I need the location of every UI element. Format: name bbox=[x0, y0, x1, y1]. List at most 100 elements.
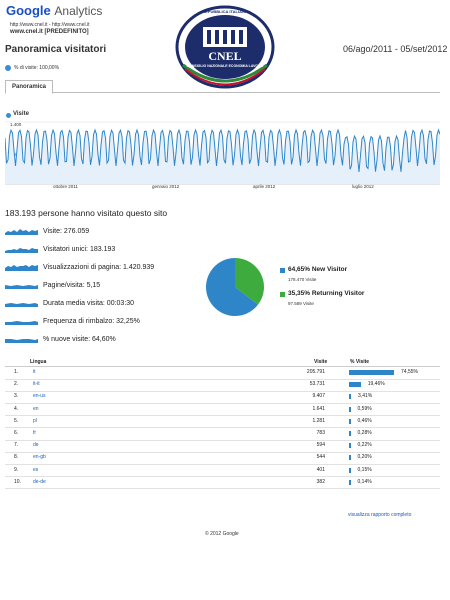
visits-line-chart bbox=[5, 121, 440, 185]
copyright: © 2012 Google bbox=[205, 531, 239, 537]
page-title: Panoramica visitatori bbox=[5, 44, 107, 55]
row-pct: 74,55% bbox=[401, 369, 418, 375]
row-divider bbox=[5, 463, 440, 465]
row-pct-bar bbox=[349, 455, 351, 461]
language-link[interactable]: pl bbox=[33, 417, 37, 424]
row-pct-bar bbox=[349, 382, 361, 388]
row-number: 8. bbox=[14, 454, 19, 461]
sparkline-icon bbox=[5, 321, 38, 325]
pie-slice-returning bbox=[235, 258, 264, 305]
language-link[interactable]: fr bbox=[33, 430, 37, 436]
row-visits: 205.791 bbox=[306, 369, 325, 375]
col-header-language: Lingua bbox=[30, 359, 47, 365]
row-divider bbox=[5, 427, 440, 429]
col-header-pct: % Visite bbox=[350, 359, 370, 365]
sparkline-icon bbox=[5, 285, 38, 289]
language-link[interactable]: de-de bbox=[33, 478, 46, 485]
language-link[interactable]: en bbox=[33, 405, 39, 412]
returning-visitor-legend-icon bbox=[280, 292, 285, 297]
row-pct-bar bbox=[349, 406, 351, 412]
new-visitor-legend-icon bbox=[280, 268, 285, 273]
row-number: 5. bbox=[14, 417, 19, 424]
metric-pages-per-visit: Pagine/visita: 5,15 bbox=[5, 281, 100, 289]
x-tick-oct: ottobre 2011 bbox=[53, 184, 78, 189]
row-divider bbox=[5, 476, 440, 478]
row-pct-bar bbox=[349, 467, 351, 473]
row-visits: 1.281 bbox=[312, 417, 325, 424]
row-number: 6. bbox=[14, 430, 19, 436]
metric-visits: Visite: 276.059 bbox=[5, 227, 89, 235]
metric-new-visits: % nuove visite: 64,60% bbox=[5, 335, 116, 343]
row-number: 4. bbox=[14, 405, 19, 412]
row-visits: 594 bbox=[316, 442, 325, 449]
sparkline-icon bbox=[5, 339, 38, 343]
full-report-link[interactable]: visualizza rapporto completo bbox=[348, 512, 412, 518]
row-divider bbox=[5, 488, 440, 490]
emblem-bottom-text: CONSIGLIO NAZIONALE ECONOMIA LAVORO bbox=[186, 64, 264, 68]
sparkline-icon bbox=[5, 265, 38, 271]
visitors-summary: 183.193 persone hanno visitato questo si… bbox=[5, 208, 168, 218]
row-divider bbox=[5, 378, 440, 380]
row-pct-bar bbox=[349, 431, 351, 436]
row-number: 1. bbox=[14, 369, 19, 375]
x-tick-apr: aprile 2012 bbox=[253, 184, 276, 189]
language-link[interactable]: it bbox=[33, 369, 36, 375]
row-visits: 544 bbox=[316, 454, 325, 461]
y-tick-top: 1.400 bbox=[10, 122, 22, 127]
sparkline-icon bbox=[5, 303, 38, 307]
cnel-emblem bbox=[175, 5, 275, 90]
returning-visitor-count: 97.589 Visite bbox=[288, 301, 314, 306]
x-tick-jan: gennaio 2012 bbox=[152, 184, 180, 189]
metric-unique-visitors: Visitatori unici: 183.193 bbox=[5, 245, 115, 253]
profile-url: http://www.cnel.it - http://www.cnel.it bbox=[10, 22, 90, 28]
x-tick-jul: luglio 2012 bbox=[352, 184, 374, 189]
row-number: 9. bbox=[14, 466, 19, 473]
logo-google-text: Google bbox=[6, 3, 51, 18]
row-pct-bar bbox=[349, 394, 352, 400]
logo-analytics-text: Analytics bbox=[54, 4, 103, 18]
row-number: 10. bbox=[14, 478, 21, 485]
language-link[interactable]: en-us bbox=[33, 393, 46, 400]
sparkline-icon bbox=[5, 229, 38, 235]
row-pct: 0,14% bbox=[357, 478, 372, 485]
visits-legend-dot-icon bbox=[6, 113, 11, 118]
metric-avg-duration: Durata media visita: 00:03:30 bbox=[5, 299, 134, 307]
row-number: 2. bbox=[14, 381, 19, 388]
emblem-name: CNEL bbox=[208, 49, 242, 63]
metric-bounce-rate: Frequenza di rimbalzo: 32,25% bbox=[5, 317, 140, 325]
row-divider bbox=[5, 415, 440, 417]
row-visits: 9.407 bbox=[312, 393, 325, 400]
row-divider bbox=[5, 451, 440, 453]
row-pct: 0,28% bbox=[357, 430, 372, 436]
language-link[interactable]: de bbox=[33, 442, 39, 449]
visits-legend-label: Visite bbox=[13, 111, 29, 117]
language-link[interactable]: en-gb bbox=[33, 454, 46, 461]
metric-pageviews: Visualizzazioni di pagina: 1.420.939 bbox=[5, 263, 154, 271]
row-pct-bar bbox=[349, 443, 351, 449]
visits-series-line bbox=[5, 128, 440, 173]
row-divider bbox=[5, 402, 440, 404]
date-range[interactable]: 06/ago/2011 - 05/set/2012 bbox=[343, 44, 448, 54]
segment-label: % di visite: 100,00% bbox=[14, 65, 60, 71]
emblem-top-text: REPUBBLICA ITALIANA bbox=[202, 9, 248, 14]
visitor-type-pie bbox=[206, 258, 264, 316]
language-link[interactable]: it-it bbox=[33, 381, 40, 388]
row-pct: 19,46% bbox=[367, 381, 385, 388]
row-pct: 0,46% bbox=[357, 417, 372, 424]
row-visits: 1.641 bbox=[312, 405, 325, 412]
table-header-divider bbox=[5, 366, 440, 367]
language-link[interactable]: es bbox=[33, 466, 39, 473]
row-visits: 53.731 bbox=[309, 381, 325, 388]
row-number: 3. bbox=[14, 393, 19, 400]
row-divider bbox=[5, 439, 440, 441]
new-visitor-count: 178.470 Visite bbox=[288, 277, 317, 282]
row-pct: 0,15% bbox=[357, 466, 372, 473]
row-divider bbox=[5, 390, 440, 392]
col-header-visits: Visite bbox=[314, 359, 328, 365]
google-analytics-logo: Google Analytics bbox=[6, 3, 102, 18]
segment-dot-icon bbox=[5, 65, 11, 71]
tab-panoramica[interactable]: Panoramica bbox=[5, 80, 54, 94]
new-visitor-label: 64,65% New Visitor bbox=[288, 266, 348, 273]
row-pct-bar bbox=[349, 370, 394, 375]
row-pct-bar bbox=[349, 479, 351, 485]
